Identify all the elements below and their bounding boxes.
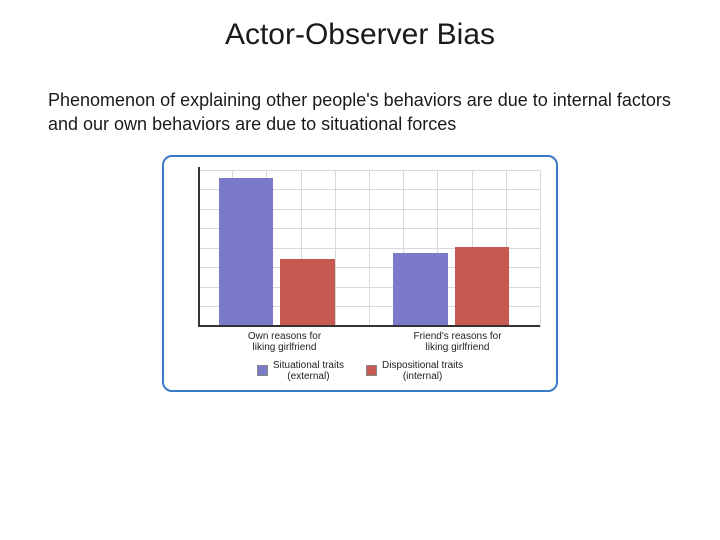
legend-label: Dispositional traits (internal): [382, 360, 463, 382]
plot-area: [198, 171, 540, 327]
x-label-group-1: Friend's reasons for liking girlfriend: [383, 331, 533, 354]
bar-fill: [455, 247, 510, 325]
legend-text-line: (external): [287, 371, 329, 382]
page-title: Actor-Observer Bias: [48, 18, 672, 52]
x-label-line: liking girlfriend: [426, 342, 490, 353]
bar-fill: [219, 178, 274, 325]
y-axis: [198, 167, 200, 327]
bar-situational-g1: [393, 253, 448, 325]
body-text: Phenomenon of explaining other people's …: [48, 88, 672, 137]
legend-text-line: Dispositional traits: [382, 360, 463, 371]
gridline-v: [335, 171, 336, 327]
x-label-line: liking girlfriend: [253, 342, 317, 353]
gridline-v: [369, 171, 370, 327]
bar-fill: [393, 253, 448, 325]
x-axis-labels: Own reasons for liking girlfriend Friend…: [176, 331, 544, 354]
legend-item-dispositional: Dispositional traits (internal): [366, 360, 463, 382]
legend: Situational traits (external) Dispositio…: [176, 360, 544, 382]
bar-dispositional-g0: [280, 259, 335, 325]
chart-frame: Own reasons for liking girlfriend Friend…: [162, 155, 558, 392]
gridline-v: [540, 171, 541, 327]
x-label-line: Own reasons for: [248, 331, 321, 342]
legend-item-situational: Situational traits (external): [257, 360, 344, 382]
legend-swatch-dispositional: [366, 365, 377, 376]
x-axis: [198, 325, 540, 327]
chart-plot: [176, 167, 544, 327]
x-label-line: Friend's reasons for: [413, 331, 501, 342]
x-label-group-0: Own reasons for liking girlfriend: [210, 331, 360, 354]
bar-fill: [280, 259, 335, 325]
legend-text-line: (internal): [403, 371, 442, 382]
bar-situational-g0: [219, 178, 274, 325]
slide: Actor-Observer Bias Phenomenon of explai…: [0, 0, 720, 540]
bar-dispositional-g1: [455, 247, 510, 325]
legend-text-line: Situational traits: [273, 360, 344, 371]
legend-swatch-situational: [257, 365, 268, 376]
legend-label: Situational traits (external): [273, 360, 344, 382]
